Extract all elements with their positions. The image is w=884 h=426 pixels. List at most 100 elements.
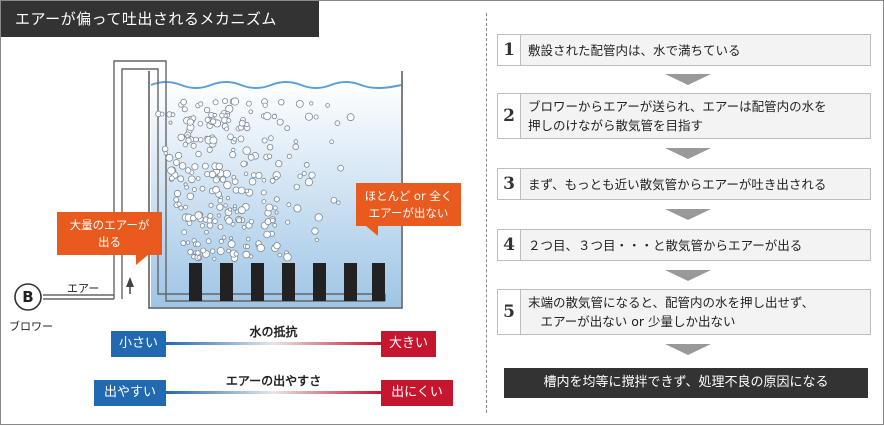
step-number: 4 bbox=[498, 230, 521, 260]
blower-symbol: B bbox=[22, 288, 34, 306]
air-bubble bbox=[204, 230, 209, 235]
air-bubble bbox=[278, 98, 285, 106]
blower-icon bbox=[14, 283, 42, 311]
air-bubble bbox=[242, 146, 251, 155]
air-bubble bbox=[245, 244, 250, 249]
step-number: 5 bbox=[498, 290, 521, 334]
air-bubble bbox=[243, 171, 249, 176]
air-bubble bbox=[193, 136, 199, 143]
air-bubble bbox=[186, 118, 194, 126]
air-bubble bbox=[165, 153, 174, 162]
air-bubble bbox=[208, 202, 214, 208]
air-bubble bbox=[204, 116, 211, 123]
callout-much-air-line2: 出る bbox=[98, 235, 121, 249]
air-bubble bbox=[293, 204, 302, 213]
air-bubble bbox=[222, 169, 231, 178]
air-bubble bbox=[272, 223, 278, 228]
callout-much-air: 大量のエアーが 出る bbox=[57, 212, 162, 265]
air-bubble bbox=[196, 255, 202, 260]
step-text: 敷設された配管内は、水で満ちている bbox=[528, 42, 741, 58]
air-bubble bbox=[237, 135, 245, 143]
air-bubble bbox=[283, 253, 292, 262]
air-bubble bbox=[212, 185, 220, 194]
section-divider bbox=[486, 13, 487, 413]
air-bubble bbox=[216, 203, 224, 211]
air-bubble bbox=[241, 225, 247, 230]
air-bubble bbox=[230, 221, 236, 227]
air-bubble bbox=[190, 142, 197, 149]
air-bubble bbox=[180, 98, 188, 106]
air-bubble bbox=[284, 125, 291, 132]
air-bubble bbox=[275, 160, 283, 168]
air-bubble bbox=[223, 181, 232, 190]
air-bubble bbox=[232, 137, 237, 142]
air-bubbles bbox=[155, 97, 355, 262]
air-bubble bbox=[270, 217, 276, 224]
step-text: まず、もっとも近い散気管からエアーが吐き出される bbox=[528, 176, 827, 192]
air-bubble bbox=[304, 178, 313, 187]
air-bubble bbox=[167, 166, 176, 175]
air-bubble bbox=[184, 167, 192, 174]
air-bubble bbox=[247, 153, 255, 161]
air-bubble bbox=[336, 200, 341, 205]
air-bubble bbox=[195, 176, 201, 181]
air-bubble bbox=[206, 146, 213, 153]
air-bubble bbox=[173, 196, 180, 203]
air-bubble bbox=[265, 203, 274, 212]
air-bubble bbox=[172, 159, 180, 166]
air-bubble bbox=[274, 210, 279, 215]
air-bubble bbox=[224, 126, 230, 132]
air-bubble bbox=[217, 197, 223, 204]
air-bubble bbox=[311, 227, 319, 235]
air-bubble bbox=[178, 162, 187, 170]
down-arrow-icon bbox=[665, 270, 711, 281]
air-bubble bbox=[212, 256, 217, 261]
air-bubble bbox=[238, 119, 246, 127]
step-2: 2 ブロワーからエアーが送られ、エアーは配管内の水を 押しのけながら散気管を目指す bbox=[497, 93, 871, 139]
air-bubble bbox=[261, 177, 267, 183]
air-bubble bbox=[159, 111, 165, 117]
air-bubble bbox=[191, 163, 199, 171]
air-bubble bbox=[216, 247, 225, 255]
air-bubble bbox=[303, 161, 310, 168]
air-bubble bbox=[205, 238, 212, 244]
air-bubble bbox=[263, 112, 272, 121]
air-bubble bbox=[277, 252, 283, 258]
air-bubble bbox=[314, 237, 319, 242]
air-bubble bbox=[181, 229, 188, 236]
air-bubble bbox=[286, 153, 292, 159]
air-bubble bbox=[168, 120, 173, 125]
air-bubble bbox=[285, 219, 291, 225]
air-bubble bbox=[225, 196, 230, 201]
air-bubble bbox=[263, 230, 271, 239]
air-bubble bbox=[200, 247, 207, 254]
air-bubble bbox=[334, 120, 341, 126]
air-bubble bbox=[169, 175, 175, 182]
air-bubble bbox=[297, 173, 303, 179]
resistance-high-badge: 大きい bbox=[381, 331, 436, 357]
air-bubble bbox=[215, 162, 223, 171]
page-title: エアーが偏って吐出されるメカニズム bbox=[1, 1, 319, 37]
ease-scale-title: エアーの出やすさ bbox=[225, 374, 322, 388]
air-bubble bbox=[209, 248, 216, 254]
air-bubble bbox=[329, 139, 334, 145]
air-bubble bbox=[273, 242, 281, 250]
air-bubble bbox=[185, 134, 190, 139]
callout-no-air-line2: エアーが出ない bbox=[368, 206, 449, 220]
air-bubble bbox=[272, 205, 278, 211]
air-label: エアー bbox=[67, 282, 100, 295]
air-bubble bbox=[248, 219, 254, 225]
air-bubble bbox=[313, 114, 319, 120]
air-bubble bbox=[212, 99, 219, 106]
air-bubble bbox=[177, 133, 185, 142]
step-text: ２つ目、３つ目・・・と散気管からエアーが出る bbox=[528, 237, 803, 253]
air-bubble bbox=[194, 211, 203, 220]
air-bubble bbox=[161, 145, 169, 153]
step-number: 2 bbox=[498, 94, 521, 138]
air-bubble bbox=[346, 113, 355, 122]
air-bubble bbox=[226, 248, 231, 254]
air-bubble bbox=[233, 251, 239, 257]
step-3: 3 まず、もっとも近い散気管からエアーが吐き出される bbox=[497, 168, 871, 200]
air-flow-arrow bbox=[126, 277, 134, 294]
air-bubble bbox=[206, 217, 213, 224]
